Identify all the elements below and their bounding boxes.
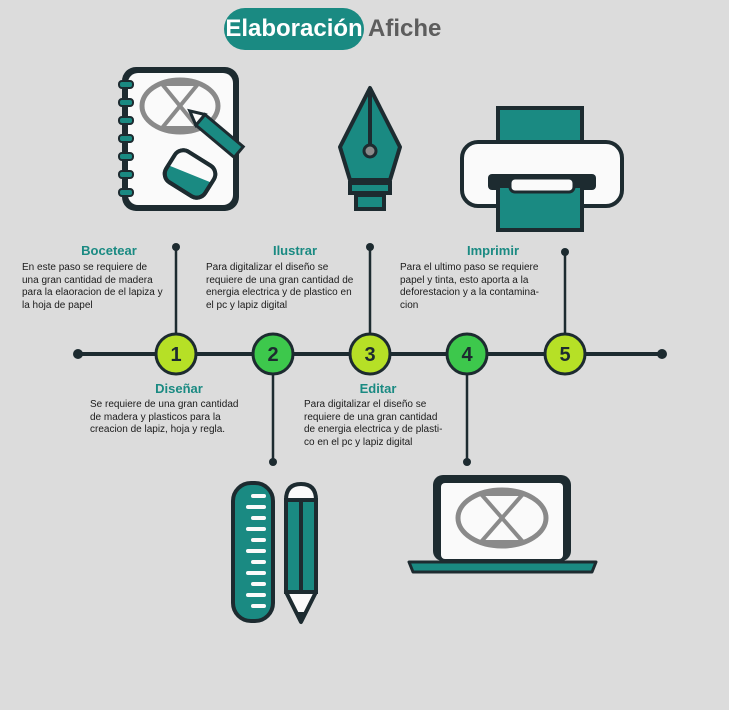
- step-number-5: 5: [559, 344, 570, 366]
- printer-icon: [460, 106, 624, 232]
- connector-dot-1: [172, 243, 180, 251]
- step-number-3: 3: [364, 344, 375, 366]
- title-highlight: Elaboración: [224, 8, 364, 50]
- step-desc-2: Se requiere de una gran cantidad de mader…: [90, 399, 239, 435]
- step-title-2: Diseñar: [155, 381, 203, 396]
- step-desc-5: Para el ultimo paso se requiere papel y t…: [400, 262, 539, 311]
- step-number-4: 4: [461, 344, 473, 366]
- step-desc-1: En este paso se requiere de una gran cant…: [22, 262, 163, 311]
- step-circle-4: [445, 332, 489, 376]
- laptop-icon: [407, 475, 598, 574]
- pen-nib-icon: [338, 86, 402, 211]
- step-number-1: 1: [170, 344, 181, 366]
- ruler-icon: [231, 481, 275, 623]
- step-circle-1: [154, 332, 198, 376]
- pencil-icon: [283, 481, 319, 624]
- connector-dot-2: [269, 458, 277, 466]
- connector-dot-3: [366, 243, 374, 251]
- notebook-icon: [118, 67, 246, 211]
- step-title-4: Editar: [359, 381, 397, 396]
- connector-dot-4: [463, 458, 471, 466]
- step-title-5: Imprimir: [466, 243, 519, 258]
- step-circle-3: [348, 332, 392, 376]
- step-title-1: Bocetear: [81, 243, 137, 258]
- step-desc-3: Para digitalizar el diseño se requiere de…: [206, 262, 354, 311]
- step-desc-4: Para digitalizar el diseño se requiere de…: [304, 399, 443, 448]
- step-circle-2: [251, 332, 295, 376]
- step-number-2: 2: [267, 344, 278, 366]
- step-circle-5: [543, 332, 587, 376]
- title-rest: Afiche: [368, 15, 442, 42]
- step-title-3: Ilustrar: [272, 243, 318, 258]
- connector-dot-5: [561, 248, 569, 256]
- timeline-end-dot: [657, 349, 667, 359]
- timeline-start-dot: [73, 349, 83, 359]
